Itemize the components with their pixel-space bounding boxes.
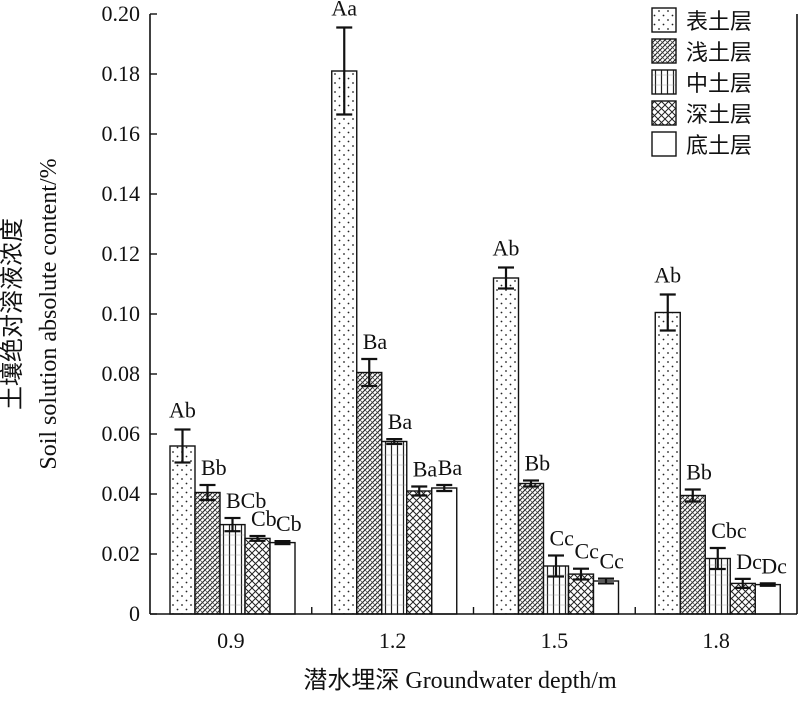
legend-swatch <box>651 69 677 95</box>
y-tick-label: 0 <box>129 601 140 626</box>
significance-label: Cc <box>550 526 575 551</box>
significance-label: Cb <box>251 506 277 531</box>
bar <box>331 70 358 615</box>
y-tick-label: 0.06 <box>102 421 141 446</box>
bar <box>194 491 221 615</box>
bar <box>679 494 706 615</box>
y-tick-label: 0.14 <box>102 181 141 206</box>
significance-label: Bb <box>201 455 227 480</box>
significance-label: Dc <box>761 553 787 578</box>
significance-label: Ab <box>169 398 196 423</box>
legend-label: 浅土层 <box>686 41 752 66</box>
bar <box>356 371 383 615</box>
bar <box>492 277 520 615</box>
x-axis-title: 潜水埋深 Groundwater depth/m <box>303 667 617 694</box>
significance-label: Ba <box>438 455 463 480</box>
bar <box>381 440 408 615</box>
significance-label: Ab <box>493 236 520 261</box>
bar <box>244 537 271 615</box>
significance-label: Cc <box>600 549 625 574</box>
bar <box>754 583 781 615</box>
y-ticks-layer: 0 0.02 0.04 0.06 0.08 0.10 0.12 0.14 0.16 0.18 0.2… <box>102 1 157 626</box>
bar <box>219 523 246 615</box>
y-tick-label: 0.04 <box>102 481 141 506</box>
bars-layer <box>169 70 781 615</box>
significance-label: Ba <box>413 457 438 482</box>
bar <box>654 311 681 615</box>
significance-label: Bb <box>686 460 712 485</box>
significance-label: Ba <box>388 409 413 434</box>
legend-label: 底土层 <box>686 134 752 159</box>
y-axis-title-cn: 土壤绝对溶液浓度 <box>0 218 26 410</box>
significance-label: Cb <box>276 511 302 536</box>
legend-label: 深土层 <box>686 103 752 128</box>
x-tick-label: 1.5 <box>541 628 569 653</box>
y-tick-label: 0.10 <box>102 301 141 326</box>
y-tick-label: 0.18 <box>102 61 141 86</box>
y-tick-label: 0.16 <box>102 121 141 146</box>
significance-label: Bb <box>525 451 551 476</box>
legend-swatch <box>651 100 677 126</box>
significance-label: Ba <box>363 329 388 354</box>
y-axis-title-en: Soil solution absolute content/% <box>36 158 62 469</box>
legend-label: 中土层 <box>686 72 752 97</box>
significance-label: Dc <box>736 549 762 574</box>
significance-label: BCb <box>226 488 266 513</box>
significance-label: Cc <box>575 539 600 564</box>
bar <box>431 487 458 615</box>
y-tick-label: 0.20 <box>102 1 141 26</box>
y-tick-label: 0.02 <box>102 541 141 566</box>
y-tick-label: 0.08 <box>102 361 141 386</box>
x-tick-label: 1.8 <box>702 628 730 653</box>
x-tick-label: 1.2 <box>379 628 407 653</box>
bar <box>592 580 620 615</box>
bar <box>517 482 545 615</box>
legend-label: 表土层 <box>686 10 752 35</box>
y-tick-label: 0.12 <box>102 241 141 266</box>
legend-swatch <box>651 38 677 64</box>
x-tick-label: 0.9 <box>217 628 245 653</box>
bar <box>406 490 433 615</box>
bar <box>169 445 196 615</box>
x-ticks-layer: 0.9 1.2 1.5 1.8 <box>217 607 730 653</box>
significance-label: Ab <box>654 263 681 288</box>
bar <box>269 541 296 615</box>
significance-label: Cbc <box>711 518 747 543</box>
legend-swatch <box>651 7 677 33</box>
error-bars-layer <box>174 26 776 590</box>
significance-label: Aa <box>331 0 357 21</box>
legend-swatch <box>651 131 677 157</box>
